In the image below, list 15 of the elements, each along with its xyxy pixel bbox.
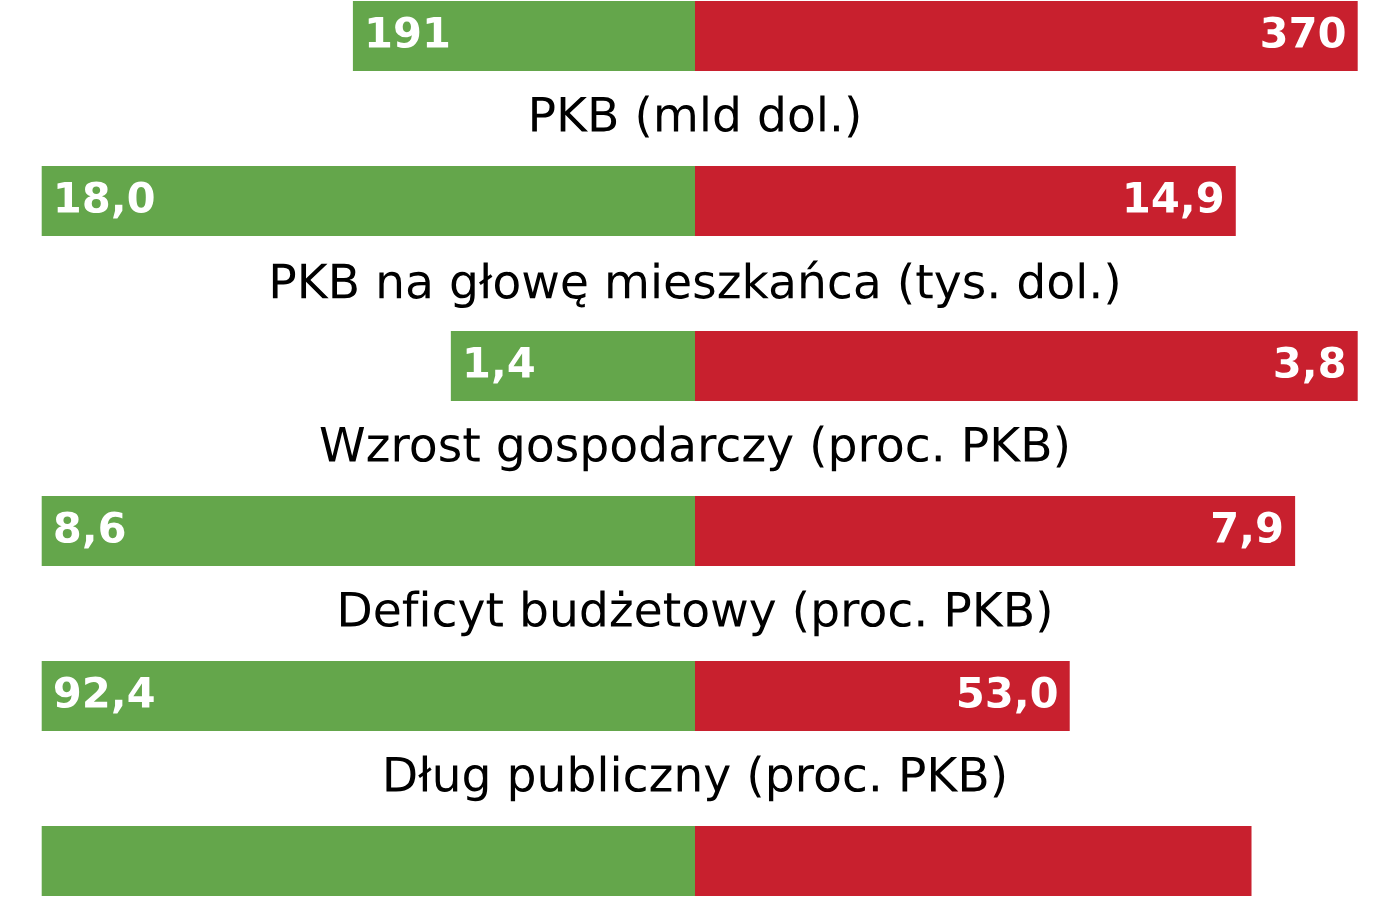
data-label: 53,0 (959, 676, 1057, 714)
x-axis-title: Deficyt budżetowy (proc. PKB) (341, 590, 1050, 637)
data-label: 14,9 (1126, 181, 1223, 219)
x-axis-title: Dług publiczny (proc. PKB) (386, 755, 1005, 802)
data-label: 7,9 (1212, 511, 1282, 549)
x-axis-title: PKB (mld dol.) (532, 95, 859, 138)
data-label: 370 (1262, 16, 1345, 49)
data-label: 191 (368, 16, 449, 49)
x-axis-title: PKB na głowę mieszkańca (tys. dol.) (272, 260, 1118, 309)
data-label: 1,4 (466, 347, 534, 384)
data-label: 3,8 (1275, 346, 1345, 384)
data-label: 8,6 (55, 511, 125, 549)
x-axis-title: Wzrost gospodarczy (proc. PKB) (320, 425, 1067, 472)
data-label: 92,4 (54, 676, 154, 714)
data-label: 18,0 (57, 181, 154, 219)
